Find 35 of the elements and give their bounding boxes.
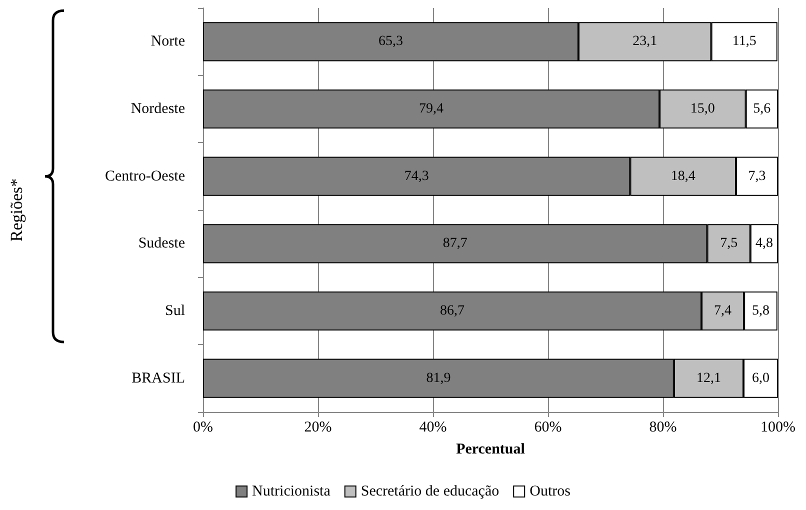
data-label: 81,9 <box>426 370 451 386</box>
y-tick-label: Norte <box>150 34 186 50</box>
data-label: 5,6 <box>753 102 771 116</box>
x-tick-label: 80% <box>649 420 677 436</box>
data-label: 15,0 <box>690 102 715 116</box>
data-label: 65,3 <box>378 34 403 50</box>
y-tick-label: BRASIL <box>132 370 185 386</box>
y-tick-label: Sudeste <box>138 236 186 252</box>
y-tick-label: Nordeste <box>130 101 186 117</box>
data-label: 7,3 <box>748 168 766 184</box>
data-label: 18,4 <box>670 168 696 184</box>
data-label: 86,7 <box>440 304 465 318</box>
y-tick-label: Sul <box>164 303 185 319</box>
data-label: 87,7 <box>442 236 468 252</box>
x-tick-label: 0% <box>193 420 213 436</box>
data-label: 23,1 <box>632 34 658 50</box>
y-tick-label: Centro-Oeste <box>105 168 186 184</box>
data-label: 7,4 <box>714 304 732 318</box>
data-label: 12,1 <box>696 370 721 386</box>
x-axis-title: Percentual <box>456 442 525 458</box>
data-label: 7,5 <box>720 236 738 252</box>
x-tick-label: 60% <box>534 420 562 436</box>
x-tick-label: 20% <box>304 420 332 436</box>
data-label: 11,5 <box>732 34 756 50</box>
y-axis-title: Regiões* <box>7 178 26 242</box>
legend-label: Nutricionista <box>252 484 331 500</box>
x-tick-label: 100% <box>760 420 796 436</box>
data-label: 74,3 <box>404 168 429 184</box>
legend-label: Secretário de educação <box>360 484 500 500</box>
data-label: 79,4 <box>419 102 444 116</box>
legend-label: Outros <box>530 484 571 500</box>
x-tick-label: 40% <box>419 420 447 436</box>
data-label: 5,8 <box>752 304 770 318</box>
data-label: 6,0 <box>752 370 770 386</box>
data-label: 4,8 <box>755 236 773 252</box>
